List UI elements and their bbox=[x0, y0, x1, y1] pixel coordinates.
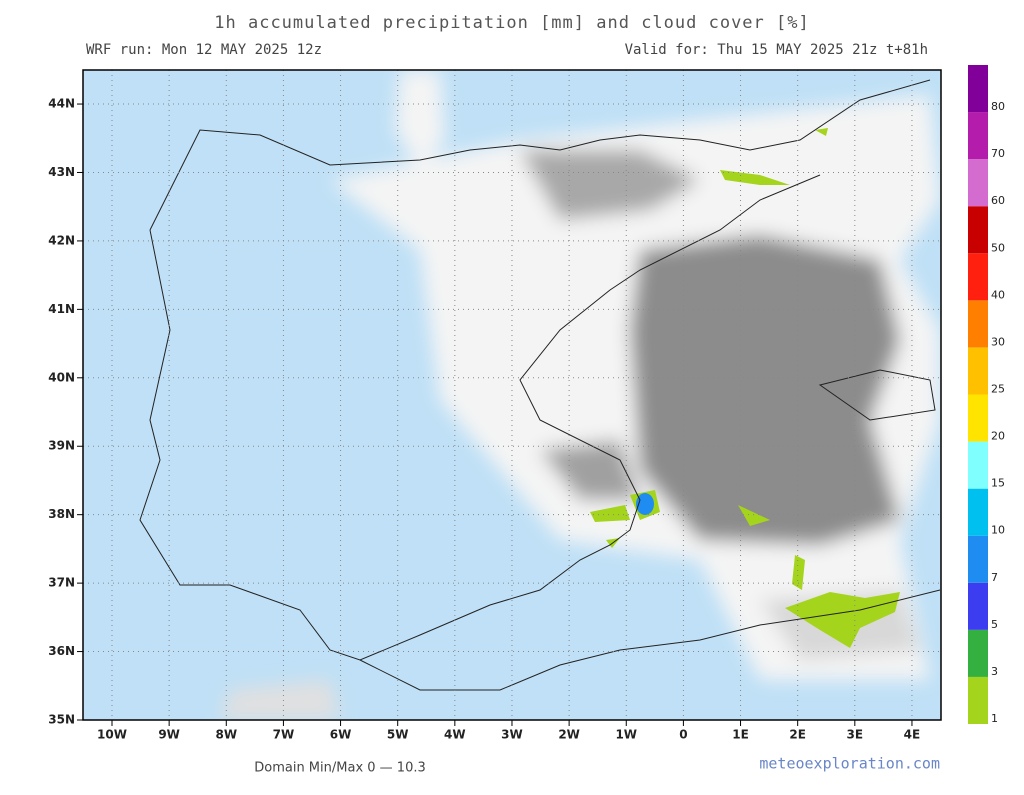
colorbar-label: 5 bbox=[991, 618, 998, 631]
colorbar-segment bbox=[968, 629, 988, 677]
colorbar-label: 3 bbox=[991, 665, 998, 678]
lat-label: 37N bbox=[48, 576, 75, 590]
colorbar-segment bbox=[968, 488, 988, 536]
lat-label: 44N bbox=[48, 97, 75, 111]
lat-label: 38N bbox=[48, 507, 75, 521]
lon-label: 4E bbox=[904, 728, 921, 742]
graticule bbox=[83, 70, 941, 720]
colorbar-label: 15 bbox=[991, 477, 1005, 490]
colorbar-segment bbox=[968, 253, 988, 301]
lon-label: 3W bbox=[501, 728, 523, 742]
colorbar-segment bbox=[968, 65, 988, 113]
title: 1h accumulated precipitation [mm] and cl… bbox=[214, 13, 809, 33]
lon-label: 7W bbox=[273, 728, 295, 742]
lon-label: 1E bbox=[732, 728, 749, 742]
colorbar-segment bbox=[968, 535, 988, 583]
lon-label: 6W bbox=[330, 728, 352, 742]
colorbar-label: 50 bbox=[991, 241, 1005, 254]
colorbar-segment bbox=[968, 159, 988, 207]
lon-label: 10W bbox=[97, 728, 127, 742]
colorbar-segment bbox=[968, 206, 988, 254]
lat-label: 40N bbox=[48, 370, 75, 384]
run-info: WRF run: Mon 12 MAY 2025 12z bbox=[86, 42, 322, 58]
colorbar-label: 60 bbox=[991, 194, 1005, 207]
colorbar-label: 10 bbox=[991, 524, 1005, 537]
lat-label: 43N bbox=[48, 165, 75, 179]
lat-label: 36N bbox=[48, 644, 75, 658]
lon-label: 5W bbox=[387, 728, 409, 742]
lat-label: 39N bbox=[48, 439, 75, 453]
colorbar-label: 7 bbox=[991, 571, 998, 584]
colorbar-segment bbox=[968, 112, 988, 160]
colorbar-label: 25 bbox=[991, 383, 1005, 396]
site-credit[interactable]: meteoexploration.com bbox=[759, 755, 940, 773]
lon-label: 8W bbox=[215, 728, 237, 742]
lon-label: 2W bbox=[558, 728, 580, 742]
colorbar-segment bbox=[968, 441, 988, 489]
lat-label: 42N bbox=[48, 233, 75, 247]
colorbar-segment bbox=[968, 394, 988, 442]
colorbar-label: 40 bbox=[991, 288, 1005, 301]
domain-minmax: Domain Min/Max 0 — 10.3 bbox=[254, 761, 426, 776]
lon-label: 1W bbox=[615, 728, 637, 742]
colorbar-label: 30 bbox=[991, 335, 1005, 348]
lat-label: 41N bbox=[48, 302, 75, 316]
colorbar-segment bbox=[968, 582, 988, 630]
lon-label: 9W bbox=[158, 728, 180, 742]
colorbar-label: 1 bbox=[991, 712, 998, 725]
map-area bbox=[83, 70, 941, 720]
colorbar-label: 20 bbox=[991, 430, 1005, 443]
colorbar-segment bbox=[968, 347, 988, 395]
lat-label: 35N bbox=[48, 713, 75, 727]
colorbar-label: 70 bbox=[991, 147, 1005, 160]
lon-label: 4W bbox=[444, 728, 466, 742]
colorbar-segment bbox=[968, 676, 988, 724]
colorbar-label: 80 bbox=[991, 100, 1005, 113]
colorbar-segment bbox=[968, 300, 988, 348]
lon-label: 3E bbox=[847, 728, 864, 742]
valid-info: Valid for: Thu 15 MAY 2025 21z t+81h bbox=[625, 42, 928, 58]
lon-label: 2E bbox=[789, 728, 806, 742]
lon-label: 0 bbox=[679, 728, 687, 742]
precipitation bbox=[590, 128, 900, 648]
